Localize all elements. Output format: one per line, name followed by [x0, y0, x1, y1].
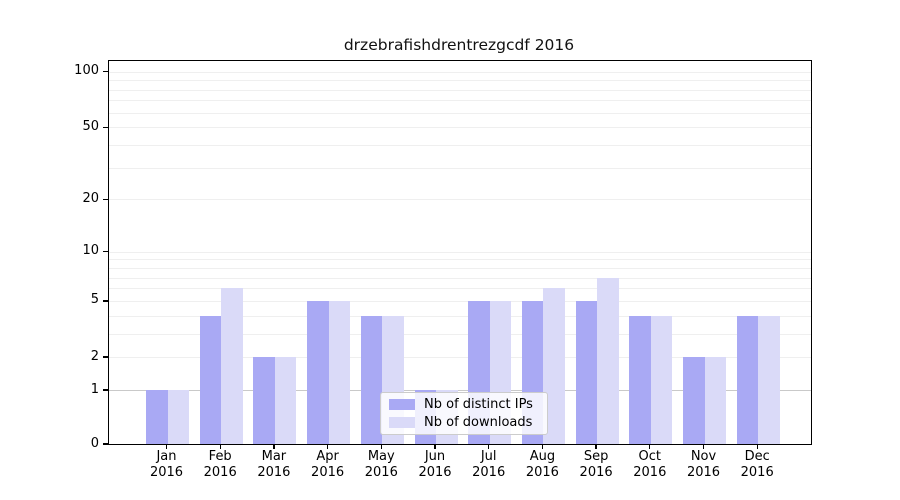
gridline-50 — [109, 127, 811, 129]
y-tick-label-0: 0 — [90, 435, 99, 451]
y-tick-label-10: 10 — [82, 243, 99, 259]
gridline-20 — [109, 199, 811, 201]
legend-label-distinct-ips: Nb of distinct IPs — [424, 397, 533, 413]
bar-dec-downloads — [758, 315, 780, 444]
legend-swatch-distinct-ips — [389, 399, 415, 411]
x-tick-jun — [434, 444, 436, 449]
bar-nov-distinct-ips — [683, 357, 705, 444]
x-tick-label-jan: Jan 2016 — [149, 449, 184, 480]
x-tick-label-jun: Jun 2016 — [418, 449, 452, 480]
bar-jan-distinct-ips — [146, 390, 168, 444]
gridline-6 — [109, 288, 811, 290]
bar-feb-downloads — [221, 288, 243, 444]
x-tick-aug — [541, 444, 544, 449]
gridline-60 — [109, 112, 811, 114]
plot-area — [103, 60, 812, 445]
gridline-80 — [109, 89, 811, 91]
y-tick-label-2: 2 — [90, 348, 99, 364]
x-tick-mar — [273, 444, 275, 449]
legend-row: Nb of downloads — [389, 415, 539, 430]
x-tick-label-dec: Dec 2016 — [740, 449, 774, 480]
legend-label-downloads: Nb of downloads — [424, 414, 533, 430]
x-tick-label-apr: Apr 2016 — [311, 449, 345, 480]
y-tick-2 — [103, 356, 108, 358]
x-tick-jul — [488, 444, 490, 449]
y-tick-label-20: 20 — [82, 190, 99, 206]
gridline-7 — [109, 277, 811, 279]
bar-oct-distinct-ips — [629, 315, 651, 444]
y-tick-label-5: 5 — [90, 292, 99, 308]
x-tick-label-nov: Nov 2016 — [686, 449, 721, 480]
x-tick-feb — [219, 444, 221, 449]
y-tick-label-100: 100 — [74, 63, 99, 79]
bar-sep-distinct-ips — [575, 300, 598, 444]
bar-mar-distinct-ips — [253, 357, 275, 444]
bar-may-distinct-ips — [360, 315, 383, 444]
y-tick-100 — [103, 71, 108, 73]
y-tick-label-1: 1 — [90, 381, 99, 397]
chart-title: drzebrafishdrentrezgcdf 2016 — [343, 36, 575, 54]
gridline-3 — [109, 333, 811, 335]
gridline-4 — [109, 315, 811, 317]
gridline-70 — [109, 100, 811, 102]
bar-apr-downloads — [328, 300, 351, 444]
gridline-9 — [109, 259, 811, 261]
legend-swatch-downloads — [389, 416, 415, 428]
bar-apr-distinct-ips — [307, 300, 329, 444]
y-tick-0 — [103, 443, 108, 445]
y-tick-20 — [103, 198, 108, 200]
gridline-8 — [109, 268, 811, 269]
gridline-100 — [109, 71, 811, 73]
bar-feb-distinct-ips — [199, 315, 222, 444]
gridline-2 — [109, 357, 811, 359]
bar-nov-downloads — [704, 357, 726, 444]
bar-sep-downloads — [597, 277, 619, 444]
x-tick-label-may: May 2016 — [364, 449, 398, 480]
gridline-10 — [109, 251, 811, 253]
bar-mar-downloads — [274, 357, 297, 444]
gridline-90 — [109, 80, 811, 82]
y-tick-label-50: 50 — [82, 118, 99, 134]
x-tick-sep — [595, 444, 597, 449]
bar-dec-distinct-ips — [736, 315, 759, 444]
gridline-40 — [109, 144, 811, 146]
gridline-5 — [109, 300, 811, 302]
x-tick-may — [380, 444, 382, 449]
x-tick-label-feb: Feb 2016 — [203, 449, 237, 480]
gridline-1 — [109, 390, 811, 391]
x-tick-nov — [702, 444, 705, 449]
x-tick-oct — [649, 444, 651, 449]
y-tick-10 — [103, 251, 108, 253]
x-tick-label-sep: Sep 2016 — [579, 449, 613, 480]
bar-oct-downloads — [650, 315, 673, 444]
legend: Nb of distinct IPs Nb of downloads — [380, 392, 548, 435]
x-tick-label-mar: Mar 2016 — [257, 449, 291, 480]
y-tick-5 — [103, 300, 108, 302]
bar-jan-downloads — [167, 390, 189, 444]
x-tick-label-aug: Aug 2016 — [525, 449, 559, 480]
x-tick-label-jul: Jul 2016 — [472, 449, 506, 480]
x-tick-label-oct: Oct 2016 — [633, 449, 667, 480]
y-tick-1 — [103, 389, 108, 391]
x-tick-jan — [165, 444, 168, 449]
x-tick-dec — [756, 444, 758, 449]
legend-row: Nb of distinct IPs — [389, 397, 539, 412]
gridline-30 — [109, 167, 811, 169]
bar-aug-downloads — [543, 288, 565, 444]
x-tick-apr — [326, 444, 329, 449]
y-tick-50 — [103, 126, 108, 128]
